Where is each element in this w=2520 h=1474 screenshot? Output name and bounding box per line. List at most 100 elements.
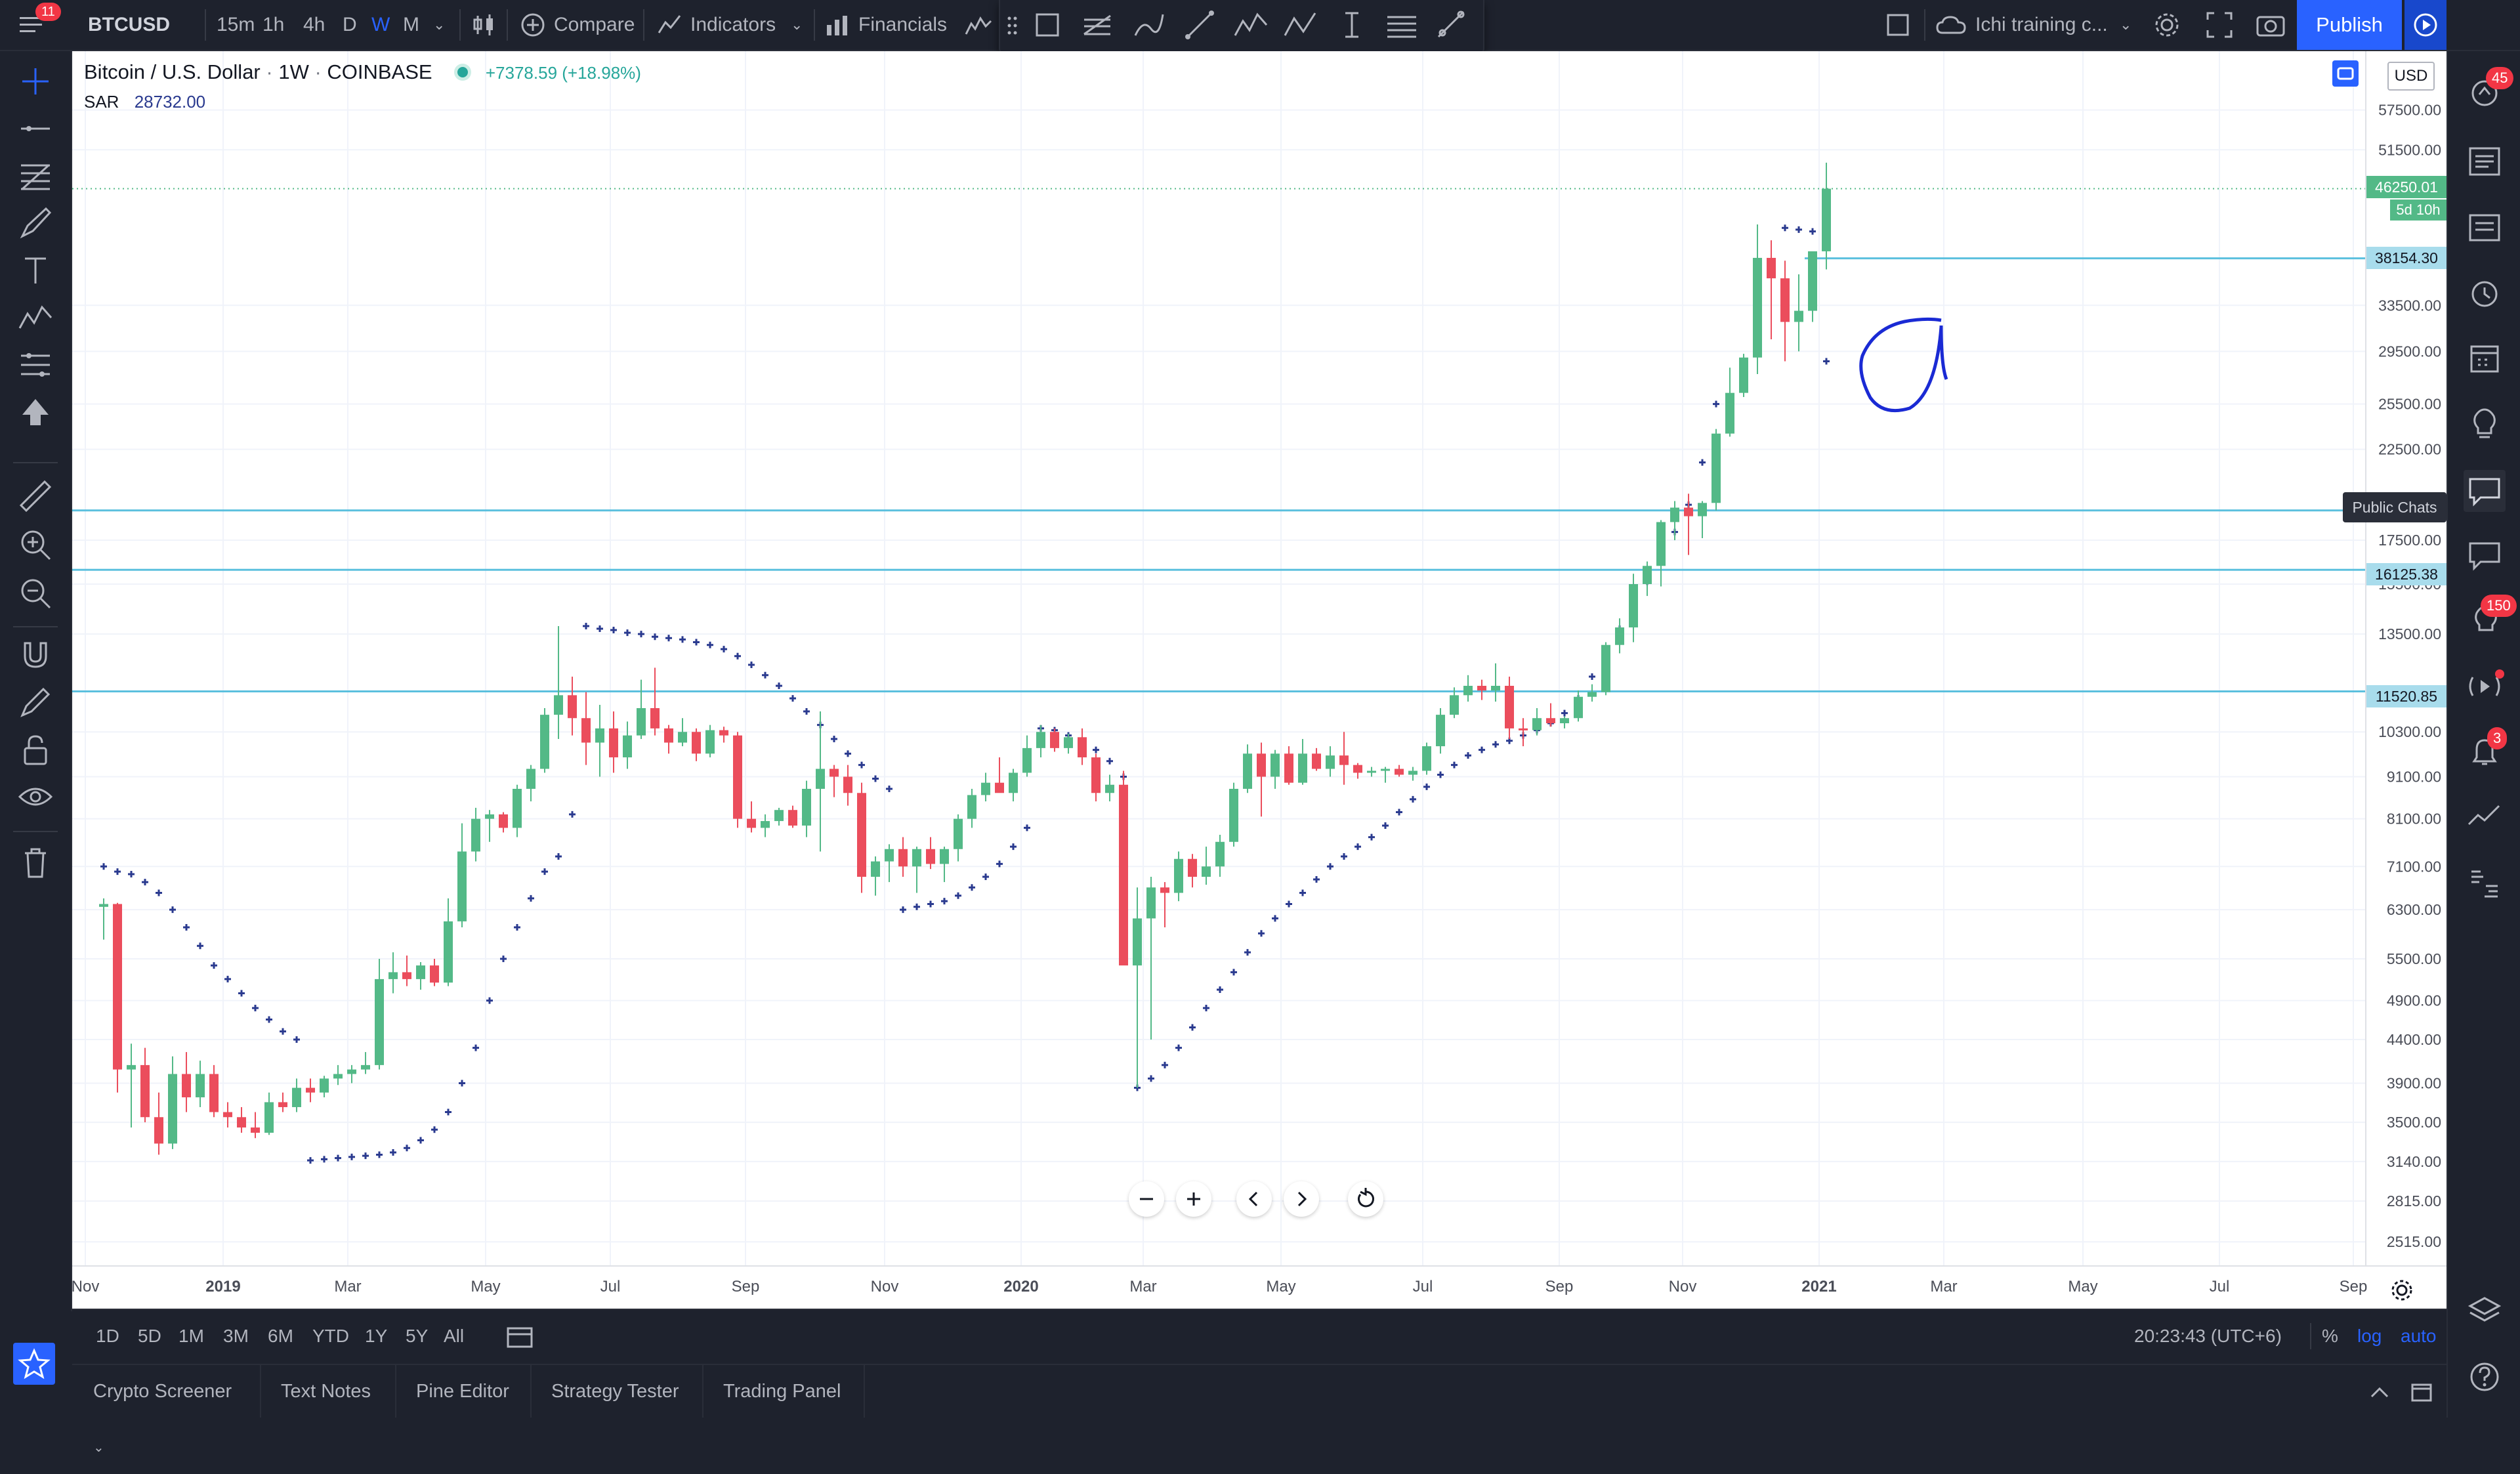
snapshot-button[interactable] <box>2255 11 2286 39</box>
chart-pane[interactable]: 57500.00 51500.00 33500.00 29500.00 25500.00… <box>72 51 2446 1309</box>
fib-tool[interactable] <box>1078 5 1117 45</box>
remove-drawings-tool[interactable] <box>16 843 55 882</box>
help-button[interactable] <box>2465 1357 2504 1397</box>
zoom-in-button[interactable] <box>1176 1181 1211 1217</box>
measure-tool-left[interactable] <box>16 476 55 516</box>
symbol-title[interactable]: Bitcoin / U.S. Dollar <box>84 60 261 83</box>
currency-button[interactable]: USD <box>2387 62 2435 91</box>
interval-D[interactable]: D <box>343 14 357 35</box>
compare-button[interactable]: Compare <box>520 0 635 50</box>
interval-W[interactable]: W <box>371 14 390 35</box>
range-1d[interactable]: 1D <box>96 1326 119 1346</box>
range-all[interactable]: All <box>444 1326 465 1346</box>
interval-M[interactable]: M <box>403 14 419 35</box>
text-tool[interactable] <box>1332 5 1372 45</box>
rectangle-tool[interactable] <box>1028 5 1067 45</box>
magnet-tool[interactable] <box>16 635 55 675</box>
brush-tool[interactable] <box>1129 5 1168 45</box>
line-tool[interactable] <box>16 109 55 148</box>
range-5d[interactable]: 5D <box>138 1326 161 1346</box>
data-window-button[interactable] <box>2465 207 2504 247</box>
publish-button[interactable]: Publish <box>2297 0 2402 50</box>
layout-toggle[interactable] <box>1885 12 1911 38</box>
watchlist-button[interactable] <box>2465 142 2504 181</box>
panel-tab-crypto-screener[interactable]: Crypto Screener ⌄ <box>72 1365 261 1455</box>
clock[interactable]: 20:23:43 (UTC+6) <box>2134 1326 2282 1346</box>
financials-button[interactable]: Financials <box>826 0 957 50</box>
hotlists-button[interactable] <box>2465 404 2504 444</box>
parallel-channel-tool[interactable] <box>1382 5 1421 45</box>
indicator-legend[interactable]: SAR 28732.00 <box>84 92 205 112</box>
range-3m[interactable]: 3M <box>223 1326 249 1346</box>
auto-scale-toggle[interactable]: auto <box>2401 1326 2437 1346</box>
fit-button[interactable] <box>2332 60 2359 87</box>
zoom-in-tool[interactable] <box>16 525 55 564</box>
hide-drawings-tool[interactable] <box>16 777 55 816</box>
candle <box>1064 733 1073 754</box>
notifications-button[interactable]: 3 <box>2465 727 2508 772</box>
log-scale-toggle[interactable]: log <box>2357 1326 2382 1346</box>
alerts-button[interactable] <box>2465 273 2504 312</box>
scroll-left-button[interactable] <box>1236 1181 1272 1217</box>
drag-handle-icon[interactable] <box>1007 16 1018 35</box>
chart-canvas[interactable]: 57500.00 51500.00 33500.00 29500.00 25500.00… <box>72 51 2446 1309</box>
templates-button[interactable] <box>965 12 994 38</box>
streams-button[interactable]: 150 <box>2465 595 2517 641</box>
scroll-right-button[interactable] <box>1284 1181 1319 1217</box>
panel-tab-pine-editor[interactable]: Pine Editor <box>395 1365 532 1418</box>
calendar-button[interactable] <box>2465 339 2504 378</box>
camera-icon <box>2256 16 2285 37</box>
sar-point <box>1272 915 1278 922</box>
panel-tab-strategy-tester[interactable]: Strategy Tester <box>530 1365 704 1418</box>
ideas-button[interactable]: 45 <box>2465 67 2514 113</box>
interval-15m[interactable]: 15m <box>217 14 255 35</box>
abc-pattern-tool[interactable] <box>1281 5 1320 45</box>
public-chats-button[interactable] <box>2464 470 2506 512</box>
maximize-panel-button[interactable] <box>2408 1379 2435 1406</box>
measure-tool[interactable] <box>1432 5 1471 45</box>
broadcast-button[interactable] <box>2465 667 2504 706</box>
range-6m[interactable]: 6M <box>268 1326 293 1346</box>
trading-button[interactable] <box>2465 798 2504 837</box>
crosshair-tool[interactable] <box>16 62 55 101</box>
range-1y[interactable]: 1Y <box>365 1326 388 1346</box>
range-1m[interactable]: 1M <box>178 1326 204 1346</box>
dom-button[interactable] <box>2465 864 2504 903</box>
zoom-out-button[interactable] <box>1129 1181 1164 1217</box>
reset-chart-button[interactable] <box>1348 1181 1383 1217</box>
interval-4h[interactable]: 4h <box>303 14 326 35</box>
range-ytd[interactable]: YTD <box>312 1326 349 1346</box>
menu-button[interactable]: 11 <box>17 3 61 38</box>
chart-settings-button[interactable] <box>2389 1277 2415 1303</box>
symbol-search[interactable]: BTCUSD <box>88 14 170 35</box>
range-5y[interactable]: 5Y <box>406 1326 429 1346</box>
zoom-out-tool[interactable] <box>16 574 55 613</box>
layers-button[interactable] <box>2465 1292 2504 1331</box>
lock-drawings-tool[interactable] <box>16 730 55 769</box>
chart-type-button[interactable] <box>470 11 499 39</box>
elliott-tool[interactable] <box>1231 5 1270 45</box>
private-chats-button[interactable] <box>2465 536 2504 575</box>
percent-scale-toggle[interactable]: % <box>2322 1326 2338 1346</box>
brush-tool-left[interactable] <box>16 203 55 243</box>
replay-button[interactable] <box>2404 0 2446 50</box>
interval-dropdown[interactable]: ⌄ <box>433 16 446 33</box>
text-tool-left[interactable] <box>16 251 55 290</box>
interval-1h[interactable]: 1h <box>262 14 285 35</box>
layout-name-button[interactable]: Ichi training c... ⌄ <box>1936 0 2146 50</box>
favorites-button[interactable] <box>13 1343 55 1385</box>
goto-date-button[interactable] <box>505 1323 534 1349</box>
icons-tool-left[interactable] <box>16 392 55 432</box>
collapse-panel-button[interactable] <box>2366 1379 2393 1406</box>
fib-tool-left[interactable] <box>16 156 55 196</box>
stay-drawing-tool[interactable] <box>16 683 55 722</box>
pattern-tool-left[interactable] <box>16 298 55 337</box>
fullscreen-button[interactable] <box>2205 11 2234 39</box>
settings-button[interactable] <box>2152 11 2181 39</box>
panel-tab-trading-panel[interactable]: Trading Panel <box>702 1365 865 1418</box>
eye-icon <box>18 788 53 806</box>
indicators-button[interactable]: Indicators ⌄ <box>656 0 807 50</box>
trendline-tool[interactable] <box>1180 5 1219 45</box>
panel-tab-text-notes[interactable]: Text Notes <box>260 1365 396 1418</box>
prediction-tool-left[interactable] <box>16 345 55 385</box>
